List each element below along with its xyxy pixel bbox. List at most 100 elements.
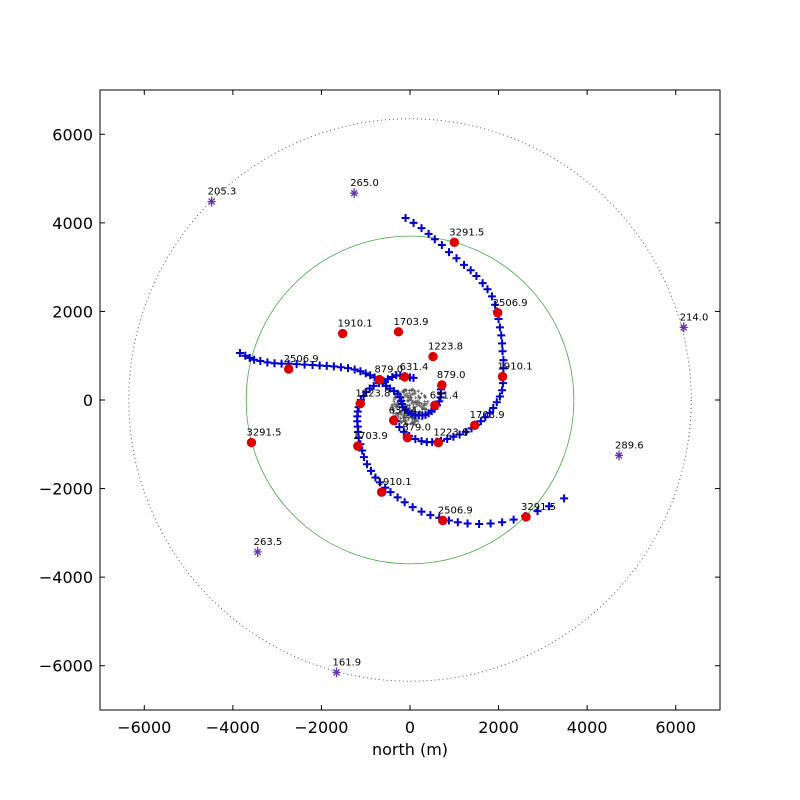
axes: −6000 −4000 −2000 0 2000 4000 6000 −6000 −4000 −2…	[39, 90, 720, 737]
core-point	[407, 416, 411, 420]
antenna-marker	[366, 371, 375, 380]
core-point	[407, 403, 412, 408]
antenna-marker	[363, 460, 372, 469]
antenna-marker	[400, 498, 409, 507]
outlier-station-marker	[350, 188, 359, 199]
x-tick-label: −4000	[206, 718, 260, 737]
antenna-marker	[292, 360, 301, 369]
labeled-station-marker	[246, 437, 257, 448]
point-labels: 3291.52506.91910.11703.91223.8879.0631.4…	[208, 178, 709, 668]
antenna-marker	[495, 323, 504, 332]
antenna-marker	[449, 432, 458, 441]
outlier-station-label: 161.9	[332, 657, 361, 668]
antenna-marker	[401, 213, 410, 222]
antenna-marker	[498, 339, 507, 348]
antenna-marker	[344, 364, 352, 373]
core-point	[409, 401, 414, 405]
antenna-marker	[498, 518, 507, 527]
antenna-marker	[315, 361, 324, 370]
core-point	[416, 401, 420, 405]
antenna-marker	[478, 279, 487, 288]
antenna-marker	[235, 349, 244, 358]
labeled-station-marker	[402, 432, 413, 443]
antenna-marker	[241, 351, 250, 360]
antenna-marker	[245, 353, 254, 362]
outlier-station-marker	[679, 322, 688, 333]
antenna-marker	[356, 367, 365, 376]
station-label: 879.0	[402, 423, 431, 434]
core-point	[406, 399, 410, 403]
antenna-marker	[383, 375, 392, 384]
antenna-marker	[395, 423, 404, 432]
station-label: 3291.5	[449, 227, 484, 238]
antenna-marker	[453, 518, 462, 527]
antenna-marker	[455, 430, 464, 439]
station-label: 1223.8	[433, 428, 468, 439]
antenna-marker	[358, 446, 367, 455]
antenna-marker	[466, 266, 475, 275]
antenna-marker	[424, 229, 433, 238]
station-label: 2506.9	[438, 505, 473, 516]
station-label: 631.4	[400, 362, 429, 373]
station-label: 3291.5	[246, 428, 281, 439]
core-point	[426, 400, 430, 404]
core-point	[423, 399, 427, 404]
labeled-station-marker	[355, 398, 366, 409]
antenna-marker	[481, 413, 490, 422]
x-tick-label: 6000	[655, 718, 696, 737]
antenna-marker	[409, 218, 418, 227]
labeled-station-marker	[521, 512, 531, 522]
core-point	[414, 396, 418, 400]
y-tick-label: 0	[83, 391, 93, 410]
outlier-station-marker	[253, 546, 262, 557]
antenna-marker	[359, 453, 368, 462]
antenna-marker	[499, 364, 508, 373]
antenna-marker	[533, 507, 542, 516]
core-point	[420, 405, 424, 409]
antenna-marker	[430, 235, 439, 244]
antenna-marker	[399, 427, 408, 436]
y-tick-label: 2000	[52, 302, 93, 321]
labeled-station-marker	[399, 372, 410, 382]
core-point	[406, 418, 410, 422]
labeled-station-marker	[283, 364, 294, 374]
core-point	[423, 406, 427, 410]
core-point	[403, 420, 407, 424]
antenna-marker	[472, 272, 481, 280]
core-point	[399, 412, 403, 417]
core-point	[392, 411, 396, 415]
station-label: 879.0	[374, 365, 403, 376]
antenna-marker	[463, 519, 472, 528]
station-label: 2506.9	[493, 298, 528, 309]
outlier-station-label: 263.5	[254, 537, 283, 548]
antenna-marker	[411, 434, 420, 443]
station-label: 1223.8	[428, 342, 463, 353]
labeled-station-marker	[353, 441, 363, 451]
labeled-station-marker	[492, 308, 503, 318]
labeled-station-marker	[437, 380, 447, 390]
labeled-station-marker	[430, 400, 440, 411]
antenna-marker	[499, 356, 508, 365]
labeled-station-marker	[428, 351, 438, 362]
antenna-marker	[486, 519, 495, 528]
core-point	[418, 404, 422, 408]
labeled-station-marker	[376, 487, 387, 497]
antenna-marker	[417, 507, 426, 516]
antenna-marker	[560, 494, 569, 503]
labeled-station-marker	[469, 420, 480, 430]
labeled-station-marker	[393, 327, 404, 337]
inner-circle	[245, 235, 575, 565]
labeled-station-marker	[388, 415, 399, 426]
core-point	[416, 419, 420, 424]
core-point	[416, 389, 420, 393]
outlier-station-label: 289.6	[615, 440, 644, 451]
station-label: 1703.9	[353, 431, 388, 442]
core-point	[416, 394, 421, 398]
antenna-marker	[545, 502, 554, 511]
core-point	[412, 408, 416, 412]
core-point	[410, 398, 414, 403]
antenna-marker	[476, 417, 485, 426]
labeled-station-marker	[497, 371, 508, 382]
core-point	[395, 407, 399, 411]
